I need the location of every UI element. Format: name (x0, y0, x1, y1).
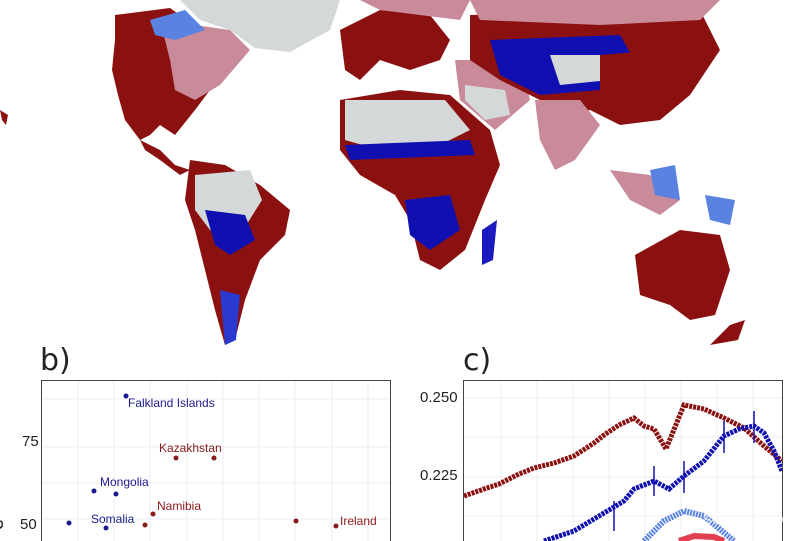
y-tick-0.250: 0.250 (420, 389, 458, 406)
world-map (0, 0, 745, 345)
panel-b-label: b) (40, 343, 71, 378)
label-mongolia: Mongolia (100, 475, 149, 489)
watermark: SCIENCEAQ.COM (703, 512, 800, 527)
label-namibia: Namibia (157, 499, 202, 513)
label-falkland-islands: Falkland Islands (128, 396, 215, 410)
line-plot-c (463, 380, 783, 541)
label-kazakhstan: Kazakhstan (159, 441, 222, 455)
scatter-plot-b (41, 380, 391, 541)
y-axis-label: e (0, 519, 9, 530)
y-tick-0.225: 0.225 (420, 467, 458, 484)
label-ireland: Ireland (340, 514, 377, 528)
panel-c-label: c) (463, 343, 492, 378)
label-somalia: Somalia (91, 512, 135, 526)
y-tick-50: 50 (20, 516, 37, 533)
y-tick-75: 75 (22, 433, 39, 450)
